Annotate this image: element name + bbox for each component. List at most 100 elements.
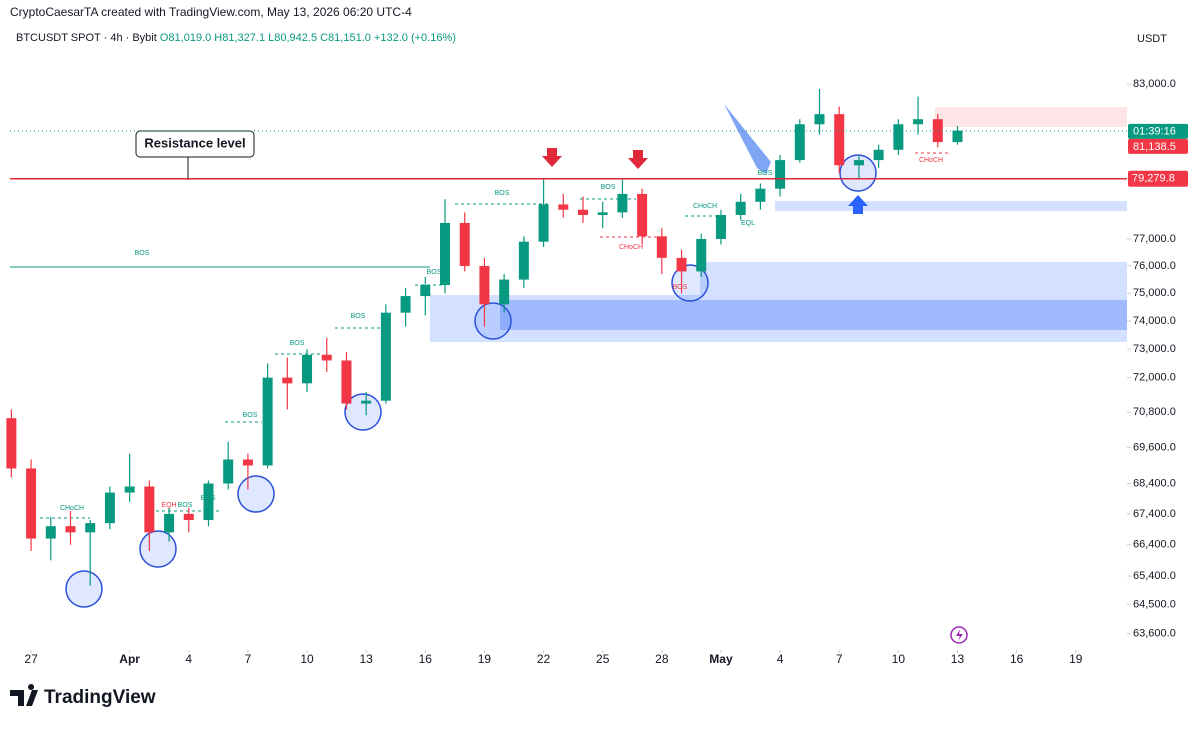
candle-body [735, 201, 746, 216]
structure-label: CHoCH [919, 157, 943, 164]
y-tick-label: 65,400.0 [1133, 570, 1176, 582]
structure-label: BOS [673, 284, 688, 291]
candle-body [913, 119, 924, 125]
x-tick-label: 25 [596, 652, 610, 666]
candle-body [164, 513, 175, 533]
candle-body [814, 114, 825, 125]
supply-zone [935, 107, 1127, 127]
structure-label: BOS [135, 250, 150, 257]
arrow-pointer [724, 104, 771, 174]
candle-body [558, 204, 569, 210]
candle-body [755, 188, 766, 202]
structure-label: BOS [201, 495, 216, 502]
x-tick-label: 28 [655, 652, 669, 666]
candle-body [420, 285, 431, 297]
y-tick-label: 68,400.0 [1133, 477, 1176, 489]
annotation-layer [10, 104, 968, 706]
structure-label: BOS [243, 412, 258, 419]
x-tick-label: 16 [419, 652, 433, 666]
candle-body [656, 236, 667, 258]
candle-body [499, 279, 510, 305]
y-tick-label: 63,600.0 [1133, 628, 1176, 640]
candle-body [321, 354, 332, 361]
currency: USDT [1137, 33, 1167, 45]
candle-body [440, 222, 451, 286]
candle-body [242, 459, 253, 466]
y-tick-label: 72,000.0 [1133, 372, 1176, 384]
x-tick-label: 27 [24, 652, 38, 666]
candle-body [873, 149, 884, 161]
candle-body [361, 400, 372, 404]
countdown-tag [1128, 123, 1188, 139]
candle-body [932, 119, 943, 143]
x-tick-label: 7 [836, 652, 843, 666]
x-tick-label: Apr [119, 652, 140, 666]
candle-body [952, 130, 963, 143]
candle-body [459, 222, 470, 266]
y-tick-label: 69,600.0 [1133, 441, 1176, 453]
candle-body [144, 486, 155, 533]
candle-body [479, 265, 490, 305]
candle-body [85, 523, 96, 533]
last-price-label: 81,138.5 [1133, 141, 1176, 153]
candle-body [26, 468, 37, 539]
structure-label: EQH [161, 502, 176, 509]
structure-label: BOS [290, 340, 305, 347]
structure-label: CHoCH [619, 244, 643, 251]
x-tick-label: 22 [537, 652, 551, 666]
candle-body [775, 160, 786, 189]
candle-body [853, 160, 864, 166]
structure-label: BOS [495, 190, 510, 197]
structure-label: BOS [427, 269, 442, 276]
ohlc-value: BTCUSDT SPOT · 4h · Bybit [16, 32, 160, 44]
brand: TradingView [44, 687, 156, 708]
arrow-down [542, 148, 562, 167]
ohlc-value: (+0.16%) [411, 32, 456, 44]
candle-body [302, 354, 313, 384]
candle-body [400, 296, 411, 313]
candle-body [380, 312, 391, 401]
candle-body [203, 483, 214, 521]
candle-body [223, 459, 234, 484]
candle-body [794, 124, 805, 161]
countdown: 01:39:16 [1133, 125, 1176, 137]
event-icon [950, 626, 968, 644]
candle-body [715, 215, 726, 239]
x-tick-label: 4 [185, 652, 192, 666]
demand-zone [775, 201, 1127, 211]
x-tick-label: 13 [359, 652, 373, 666]
arrow-down [628, 150, 648, 169]
ohlc-value: O81,019.0 [160, 32, 214, 44]
price-tag [1128, 138, 1188, 154]
demand-zone [500, 300, 1127, 330]
y-tick-label: 76,000.0 [1133, 260, 1176, 272]
resistance-label: 79,279.8 [1132, 173, 1175, 185]
highlight-circle [139, 530, 177, 568]
x-tick-label: 16 [1010, 652, 1024, 666]
candle-body [538, 204, 549, 242]
highlight-circle [344, 393, 382, 431]
y-tick-label: 73,000.0 [1133, 343, 1176, 355]
candle-body [577, 209, 588, 216]
x-tick-label: 7 [245, 652, 252, 666]
ohlc-value: L80,942.5 [268, 32, 320, 44]
x-tick-label: 13 [951, 652, 965, 666]
candle-body [45, 526, 56, 539]
x-tick-label: 10 [892, 652, 906, 666]
structure-label: BOS [178, 502, 193, 509]
candle-body [676, 257, 687, 272]
structure-label: EQL [741, 220, 755, 227]
ohlc-value: C81,151.0 [320, 32, 374, 44]
demand-zone [430, 295, 1127, 342]
y-tick-label: 75,000.0 [1133, 287, 1176, 299]
candle-body [262, 377, 273, 466]
candle-body [696, 238, 707, 272]
candle-body [893, 124, 904, 150]
logo-mark [10, 684, 38, 706]
highlight-circle [65, 570, 103, 608]
structure-label: BOS [351, 313, 366, 320]
y-tick-label: 74,000.0 [1133, 315, 1176, 327]
y-tick-label: 83,000.0 [1133, 78, 1176, 90]
